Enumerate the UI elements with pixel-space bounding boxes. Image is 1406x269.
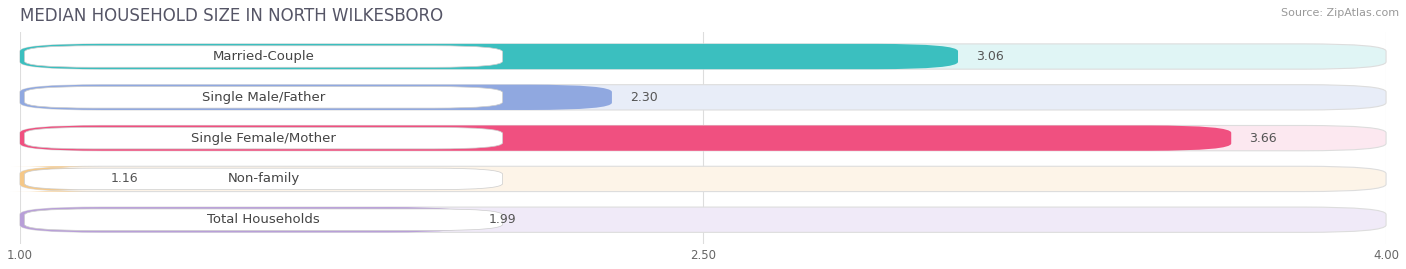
Text: Source: ZipAtlas.com: Source: ZipAtlas.com <box>1281 8 1399 18</box>
FancyBboxPatch shape <box>24 46 502 67</box>
Text: 2.30: 2.30 <box>630 91 658 104</box>
Text: Married-Couple: Married-Couple <box>212 50 315 63</box>
Text: Single Male/Father: Single Male/Father <box>202 91 325 104</box>
FancyBboxPatch shape <box>20 166 1386 192</box>
Text: 3.06: 3.06 <box>976 50 1004 63</box>
FancyBboxPatch shape <box>24 87 502 108</box>
Text: 3.66: 3.66 <box>1250 132 1277 145</box>
FancyBboxPatch shape <box>24 209 502 231</box>
FancyBboxPatch shape <box>24 128 502 149</box>
FancyBboxPatch shape <box>20 44 1386 69</box>
Text: MEDIAN HOUSEHOLD SIZE IN NORTH WILKESBORO: MEDIAN HOUSEHOLD SIZE IN NORTH WILKESBOR… <box>20 7 443 25</box>
FancyBboxPatch shape <box>20 125 1232 151</box>
FancyBboxPatch shape <box>20 44 957 69</box>
Text: 1.16: 1.16 <box>111 172 139 185</box>
FancyBboxPatch shape <box>20 85 1386 110</box>
Text: Non-family: Non-family <box>228 172 299 185</box>
Text: Single Female/Mother: Single Female/Mother <box>191 132 336 145</box>
FancyBboxPatch shape <box>20 207 471 232</box>
FancyBboxPatch shape <box>24 168 502 190</box>
Text: 1.99: 1.99 <box>489 213 516 226</box>
Text: Total Households: Total Households <box>207 213 321 226</box>
FancyBboxPatch shape <box>20 85 612 110</box>
FancyBboxPatch shape <box>20 207 1386 232</box>
FancyBboxPatch shape <box>11 166 101 192</box>
FancyBboxPatch shape <box>20 125 1386 151</box>
